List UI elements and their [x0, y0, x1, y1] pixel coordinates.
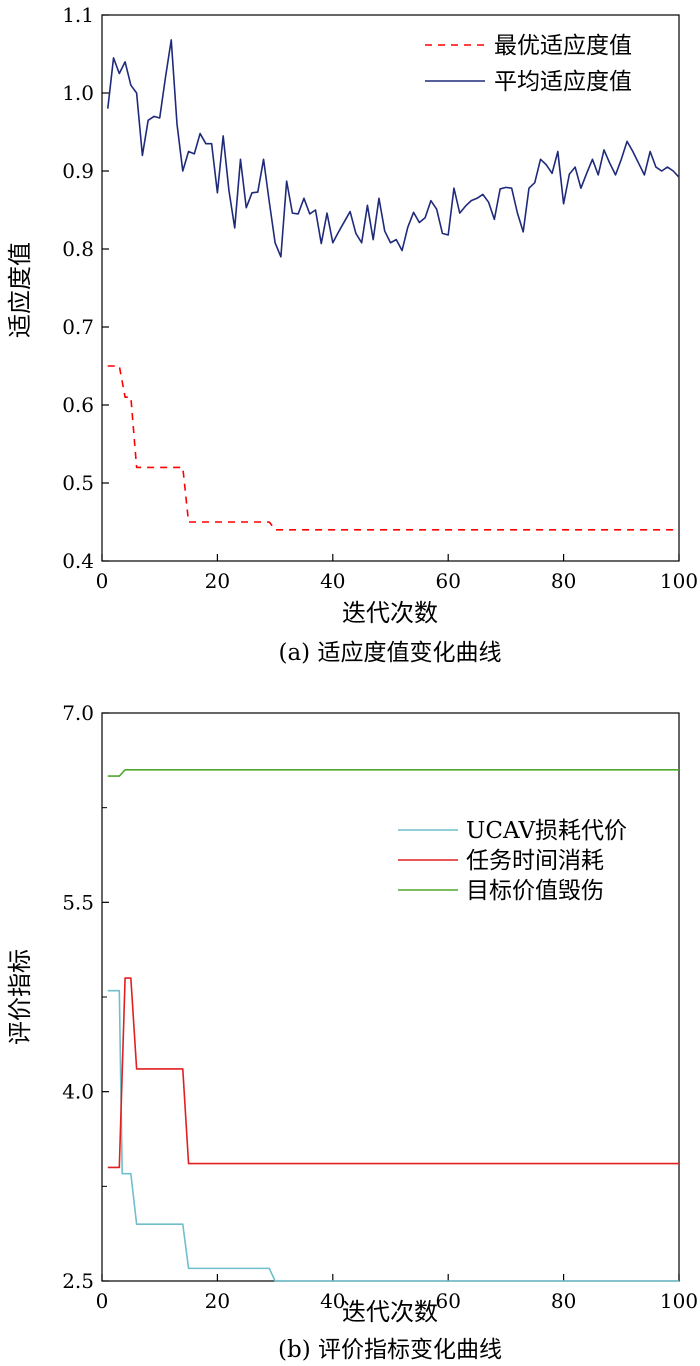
chart-0-y-tick-label: 0.5: [62, 471, 94, 495]
chart-a-plot-frame: [101, 14, 680, 562]
chart-0-y-tick-label: 0.6: [62, 393, 94, 417]
chart-0-y-tick-label: 1.0: [62, 81, 94, 105]
chart-1-x-tick-label: 20: [205, 1289, 230, 1313]
chart-1-x-tick-label: 60: [435, 1289, 460, 1313]
chart-0-series-line-0: [107, 365, 679, 531]
chart-1-y-tick-label: 5.5: [62, 890, 94, 914]
chart-b: 0 20 40 60 80 100 2.5 4.0 5.5 7.0 UCAV损耗代价任务时间消耗目…: [6, 701, 698, 1363]
chart-0-x-tick-label: 0: [96, 569, 109, 593]
chart-0-series-line-1: [106, 39, 680, 258]
chart-0-y-tick-label: 0.7: [62, 315, 94, 339]
chart-b-caption: (b) 评价指标变化曲线: [278, 1337, 502, 1363]
chart-0-y-tick-label: 0.4: [62, 549, 94, 573]
chart-1-y-tick-label: 7.0: [62, 701, 94, 725]
chart-0-y-tick-label: 1.1: [62, 3, 94, 27]
chart-a-caption: (a) 适应度值变化曲线: [279, 640, 502, 666]
chart-b-ticks: 0 20 40 60 80 100 2.5 4.0 5.5 7.0: [62, 701, 698, 1313]
chart-0-y-tick-label: 0.8: [62, 237, 94, 261]
chart-a: 0 20 40 60 80 100 0.4 0.5 0.6 0.7 0.8 0.9 1.0 1.1 最优适…: [6, 3, 698, 666]
chart-1-legend-label-2: 目标价值毁伤: [466, 878, 604, 904]
chart-0-x-tick-label: 60: [435, 569, 460, 593]
chart-0-x-tick-label: 20: [205, 569, 230, 593]
chart-0-x-tick-label: 100: [660, 569, 698, 593]
chart-0-x-tick-label: 40: [320, 569, 345, 593]
chart-1-x-tick-label: 80: [551, 1289, 576, 1313]
chart-a-series: [106, 39, 680, 531]
chart-0-x-tick-label: 80: [551, 569, 576, 593]
chart-b-y-label: 评价指标: [6, 949, 34, 1045]
chart-0-legend-label-0: 最优适应度值: [494, 33, 632, 59]
chart-1-x-tick-label: 0: [96, 1289, 109, 1313]
chart-1-series-line-2: [107, 768, 679, 777]
chart-1-series-line-0: [107, 989, 679, 1282]
chart-1-legend-label-1: 任务时间消耗: [466, 848, 604, 874]
chart-1-legend-label-0: UCAV损耗代价: [466, 818, 627, 844]
chart-0-y-tick-label: 0.9: [62, 159, 94, 183]
chart-1-series-line-1: [107, 977, 679, 1169]
chart-b-series: [107, 768, 679, 1282]
chart-b-x-label: 迭代次数: [342, 1298, 438, 1326]
chart-1-y-tick-label: 2.5: [62, 1269, 94, 1293]
chart-b-plot-frame: [101, 712, 680, 1282]
chart-0-legend-label-1: 平均适应度值: [494, 69, 632, 95]
chart-1-y-tick-label: 4.0: [62, 1080, 94, 1104]
chart-1-x-tick-label: 40: [320, 1289, 345, 1313]
chart-1-x-tick-label: 100: [660, 1289, 698, 1313]
chart-a-y-label: 适应度值: [6, 242, 34, 338]
chart-a-x-label: 迭代次数: [342, 599, 438, 627]
chart-a-ticks: 0 20 40 60 80 100 0.4 0.5 0.6 0.7 0.8 0.9 1.0 1.1: [62, 3, 698, 593]
